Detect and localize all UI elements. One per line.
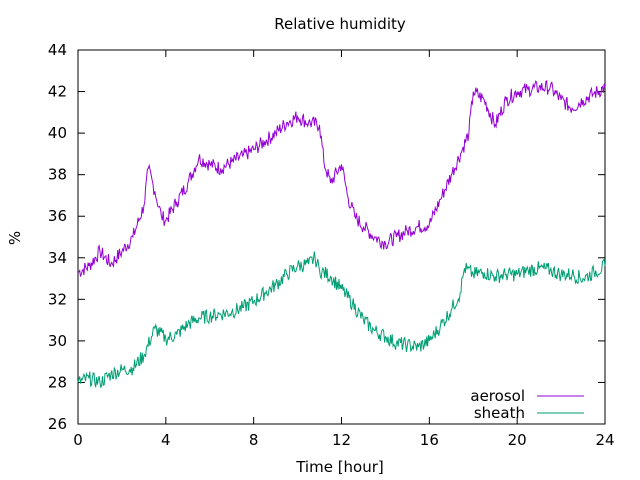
series-line-aerosol: [77, 80, 606, 277]
y-tick-label: 44: [48, 41, 67, 59]
tick-group: 0 4 8 12 16 20 24 26 28 30 32 34 36 38 40 42 44: [48, 41, 615, 449]
legend-label-aerosol: aerosol: [470, 387, 525, 405]
chart-title: Relative humidity: [274, 15, 406, 33]
y-tick-label: 42: [48, 83, 67, 101]
x-tick-label: 16: [420, 431, 439, 449]
x-tick-label: 8: [249, 431, 259, 449]
y-tick-label: 28: [48, 373, 67, 391]
x-tick-label: 0: [73, 431, 83, 449]
x-tick-label: 4: [161, 431, 171, 449]
y-tick-label: 40: [48, 124, 67, 142]
y-tick-label: 34: [48, 249, 67, 267]
x-tick-label: 12: [332, 431, 351, 449]
series-group: [77, 80, 606, 388]
legend-label-sheath: sheath: [474, 404, 525, 422]
x-axis-label: Time [hour]: [295, 458, 384, 476]
y-tick-label: 26: [48, 415, 67, 433]
y-tick-label: 32: [48, 290, 67, 308]
y-tick-label: 36: [48, 207, 67, 225]
series-line-sheath: [77, 251, 606, 388]
y-tick-label: 30: [48, 332, 67, 350]
y-tick-label: 38: [48, 166, 67, 184]
x-tick-label: 20: [508, 431, 527, 449]
y-axis-label: %: [6, 231, 24, 245]
x-tick-label: 24: [595, 431, 614, 449]
plot-frame: [77, 49, 606, 425]
